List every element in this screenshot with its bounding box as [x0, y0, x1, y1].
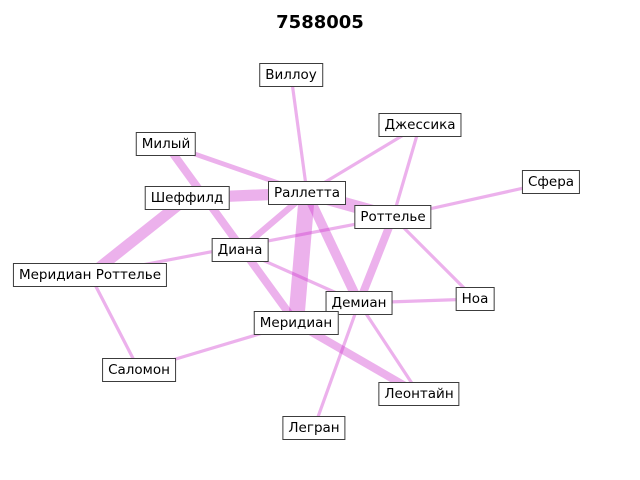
edge-jessica-rottele: [391, 124, 422, 218]
node-meridian: Меридиан: [253, 311, 339, 335]
edge-meridian_rottele-salomon: [88, 274, 141, 371]
node-villou: Виллоу: [259, 63, 323, 87]
node-meridian_rottele: Меридиан Роттелье: [12, 263, 168, 287]
edge-rottele-demian: [355, 215, 397, 305]
node-jessica: Джессика: [378, 113, 462, 137]
node-legran: Легран: [282, 416, 346, 440]
edge-demian-legran: [312, 302, 361, 429]
node-diana: Диана: [211, 238, 269, 262]
node-demian: Демиан: [325, 291, 393, 315]
node-ralletta: Раллетта: [268, 181, 346, 205]
node-noa: Ноа: [455, 287, 495, 311]
edge-sheffild-meridian_rottele: [86, 193, 191, 280]
edge-ralletta-meridian: [288, 192, 315, 324]
node-sfera: Сфера: [521, 170, 581, 194]
node-leontain: Леонтайн: [378, 382, 460, 406]
node-rottele: Роттелье: [354, 205, 432, 229]
node-salomon: Саломон: [102, 358, 176, 382]
edge-ralletta-demian: [302, 190, 364, 306]
diagram-title: 7588005: [276, 12, 364, 33]
edge-rottele-noa: [391, 215, 477, 301]
node-sheffild: Шеффилд: [144, 186, 230, 210]
edge-milyi-meridian: [162, 141, 300, 326]
edge-demian-leontain: [357, 302, 421, 395]
edge-villou-ralletta: [289, 74, 309, 194]
node-milyi: Милый: [135, 132, 197, 156]
